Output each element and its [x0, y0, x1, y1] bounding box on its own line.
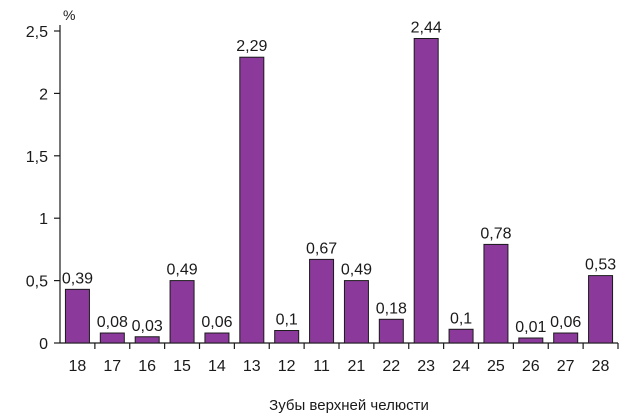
- data-label: 0,03: [132, 318, 163, 335]
- data-label: 0,39: [62, 270, 93, 287]
- x-tick-label: 13: [243, 358, 261, 375]
- x-tick-label: 24: [452, 358, 470, 375]
- x-tick-label: 25: [487, 358, 505, 375]
- data-label: 2,29: [236, 38, 267, 55]
- data-label: 0,49: [166, 262, 197, 279]
- bar-11: [309, 258, 335, 344]
- bar-18: [64, 288, 90, 344]
- data-label: 0,1: [450, 310, 472, 327]
- data-label: 0,78: [480, 225, 511, 242]
- data-label: 0,67: [306, 240, 337, 257]
- data-label: 0,53: [585, 257, 616, 274]
- bar-25: [483, 243, 509, 344]
- data-label: 2,44: [411, 19, 442, 36]
- y-tick-label: 1: [39, 211, 48, 228]
- bars: [64, 37, 614, 344]
- data-label: 0,49: [341, 262, 372, 279]
- bar-24: [448, 328, 474, 344]
- x-axis-title: Зубы верхней челюсти: [269, 397, 429, 414]
- bar-27: [553, 332, 579, 344]
- x-tick-label: 28: [592, 358, 610, 375]
- x-tick-label: 27: [557, 358, 575, 375]
- x-tick-label: 26: [522, 358, 540, 375]
- y-tick-label: 1,5: [26, 149, 48, 166]
- bar-23: [413, 37, 439, 344]
- x-tick-label: 15: [173, 358, 191, 375]
- data-label: 0,01: [515, 319, 546, 336]
- data-label: 0,06: [201, 314, 232, 331]
- bar-26: [518, 337, 544, 344]
- x-tick-label: 22: [382, 358, 400, 375]
- bar-13: [239, 56, 265, 344]
- data-label: 0,06: [550, 314, 581, 331]
- bar-14: [204, 332, 230, 344]
- x-tick-label: 16: [138, 358, 156, 375]
- bar-28: [588, 275, 614, 344]
- bar-15: [169, 280, 195, 344]
- x-tick-label: 23: [417, 358, 435, 375]
- y-tick-label: 0: [39, 336, 48, 353]
- y-tick-label: 2,5: [26, 24, 48, 41]
- bar-17: [99, 332, 125, 344]
- y-tick-label: 0,5: [26, 274, 48, 291]
- bar-22: [378, 318, 404, 344]
- y-axis: 0 0,5 1 1,5 2 2,5: [26, 24, 61, 353]
- x-tick-label: 21: [348, 358, 366, 375]
- x-tick-label: 11: [313, 358, 330, 375]
- bar-21: [343, 280, 369, 344]
- x-tick-label: 12: [278, 358, 296, 375]
- y-axis-unit: %: [63, 7, 75, 23]
- data-labels: 0,390,08 0,030,490,062,290,10,670,490,182…: [62, 19, 616, 336]
- y-tick-label: 2: [39, 86, 48, 103]
- x-tick-label: 17: [103, 358, 121, 375]
- data-label: 0,1: [276, 312, 298, 329]
- bar-12: [274, 330, 300, 344]
- data-label: 0,08: [97, 314, 128, 331]
- x-axis: 18 17 16 15 14 13 12 11 21 22 23 24 25 26 27 28: [60, 342, 619, 375]
- bar-16: [134, 336, 160, 344]
- x-tick-label: 18: [69, 358, 87, 375]
- x-tick-label: 14: [208, 358, 226, 375]
- data-label: 0,18: [376, 300, 407, 317]
